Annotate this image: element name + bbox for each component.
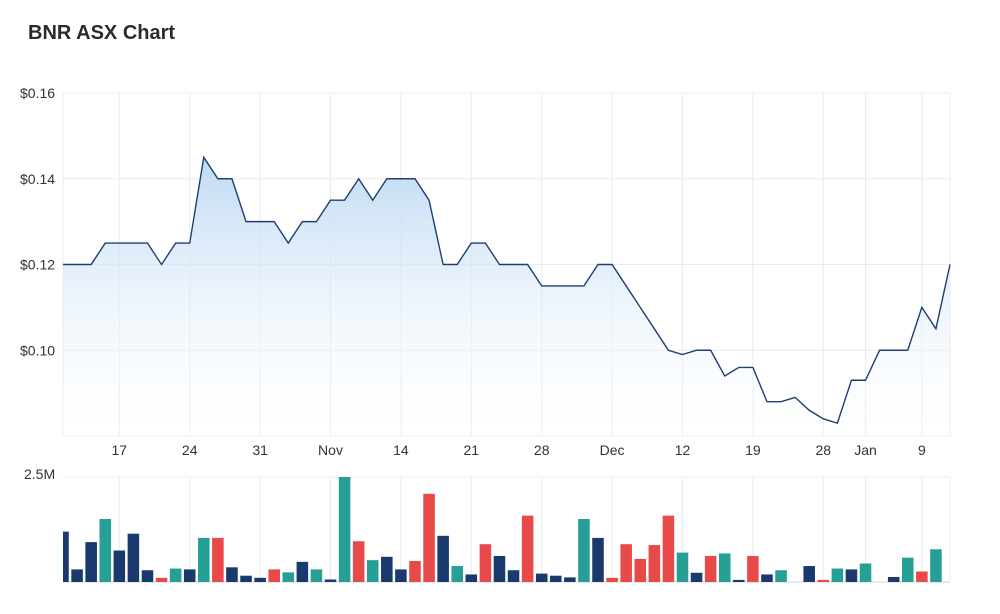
- x-tick-label: 9: [918, 442, 926, 458]
- x-tick-label: 28: [815, 442, 831, 458]
- price-line[interactable]: [63, 155, 951, 425]
- volume-bar: [817, 579, 830, 582]
- volume-bar: [141, 570, 154, 582]
- x-tick-label: 24: [182, 442, 198, 458]
- x-tick-label: Jan: [854, 442, 877, 458]
- volume-bar: [99, 519, 112, 582]
- chart-title: BNR ASX Chart: [28, 22, 176, 44]
- volume-bar: [479, 544, 492, 582]
- volume-bar: [240, 575, 252, 582]
- volume-bar: [592, 537, 604, 582]
- volume-bar: [831, 568, 844, 582]
- volume-bar: [268, 569, 280, 582]
- volume-bar: [859, 563, 872, 582]
- volume-bar: [127, 533, 140, 582]
- volume-bar: [395, 569, 407, 582]
- volume-bar: [324, 579, 337, 582]
- volume-bar: [747, 555, 759, 582]
- y-tick-label: $0.14: [20, 171, 55, 187]
- volume-bar: [296, 561, 309, 582]
- y-axis-labels: $0.10 $0.12 $0.14 $0.16: [20, 85, 55, 358]
- volume-bar: [930, 549, 942, 582]
- volume-bar: [550, 575, 562, 582]
- volume-bar: [113, 550, 126, 582]
- volume-bar: [226, 567, 238, 582]
- volume-bar: [704, 555, 717, 582]
- volume-bar: [465, 574, 478, 582]
- volume-bar: [634, 558, 647, 582]
- volume-bar: [648, 545, 661, 582]
- volume-bar: [155, 577, 168, 582]
- volume-bar: [690, 572, 703, 582]
- volume-bar: [85, 542, 97, 582]
- volume-bar: [423, 493, 435, 582]
- volume-bar: [916, 571, 928, 582]
- volume-bar: [254, 577, 266, 582]
- x-tick-label: 12: [675, 442, 691, 458]
- volume-bar: [451, 566, 463, 582]
- volume-bars: [63, 477, 942, 582]
- volume-bar: [676, 552, 689, 582]
- volume-bar: [761, 574, 773, 582]
- x-axis-labels: 17 24 31 Nov 14 21 28 Dec 12 19 28 Jan 9: [112, 442, 926, 458]
- volume-bar: [198, 537, 210, 582]
- volume-bar: [662, 515, 675, 582]
- volume-bar: [282, 572, 295, 582]
- volume-axis-labels: 2.5M: [24, 466, 55, 482]
- x-tick-label: 31: [252, 442, 268, 458]
- volume-bar: [352, 541, 365, 582]
- x-tick-label: 19: [745, 442, 761, 458]
- x-tick-label: 21: [464, 442, 480, 458]
- volume-bar: [803, 566, 815, 582]
- y-tick-label: $0.10: [20, 342, 55, 358]
- price-area: [63, 157, 950, 436]
- volume-bar: [366, 560, 379, 582]
- volume-tick-label: 2.5M: [24, 466, 55, 482]
- volume-bar: [901, 557, 914, 582]
- volume-bar: [169, 568, 182, 582]
- volume-bar: [578, 519, 590, 582]
- volume-bar: [564, 577, 576, 582]
- volume-bar: [310, 569, 323, 582]
- x-tick-label: 28: [534, 442, 550, 458]
- volume-bar: [63, 531, 69, 582]
- volume-bar: [521, 515, 534, 582]
- volume-grid: [63, 476, 951, 583]
- volume-bar: [733, 579, 745, 582]
- volume-bar: [718, 553, 731, 582]
- y-tick-label: $0.12: [20, 257, 55, 273]
- volume-bar: [71, 569, 83, 582]
- volume-bar: [845, 569, 858, 582]
- volume-bar: [338, 477, 351, 582]
- x-tick-label: Nov: [318, 442, 343, 458]
- volume-bar: [183, 569, 196, 582]
- volume-bar: [620, 544, 632, 582]
- volume-bar: [437, 535, 449, 582]
- volume-bar: [493, 555, 506, 582]
- volume-bar: [887, 576, 900, 582]
- volume-bar: [606, 577, 618, 582]
- y-tick-label: $0.16: [20, 85, 55, 101]
- volume-bar: [212, 537, 224, 582]
- x-tick-label: Dec: [600, 442, 625, 458]
- volume-bar: [381, 556, 393, 582]
- volume-bar: [775, 570, 787, 582]
- x-tick-label: 17: [112, 442, 128, 458]
- volume-bar: [507, 570, 520, 582]
- volume-bar: [409, 561, 421, 582]
- volume-bar: [535, 573, 548, 582]
- x-tick-label: 14: [393, 442, 409, 458]
